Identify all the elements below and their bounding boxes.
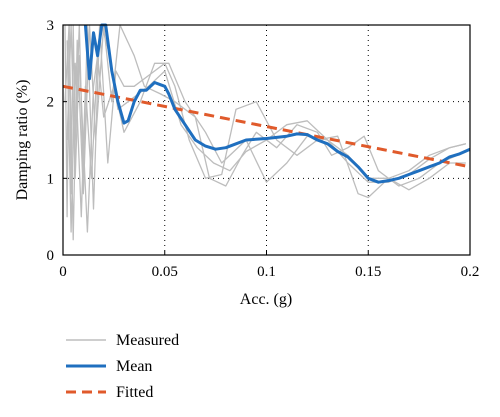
x-tick-labels: 0 0.05 0.1 0.15 0.2 (59, 264, 479, 280)
x-axis-title: Acc. (g) (240, 291, 292, 308)
y-tick-label-1: 1 (47, 171, 55, 187)
legend: Measured Mean Fitted (66, 332, 179, 401)
mean-line (83, 23, 471, 184)
legend-label-mean: Mean (116, 358, 152, 375)
legend-label-fitted: Fitted (116, 384, 153, 401)
x-tick-label-1: 0.05 (152, 264, 178, 280)
y-axis-title: Damping ratio (%) (14, 80, 31, 201)
x-tick-label-2: 0.1 (257, 264, 276, 280)
y-tick-label-0: 0 (47, 248, 55, 264)
fitted-line (62, 84, 471, 169)
x-tick-label-3: 0.15 (355, 264, 381, 280)
legend-label-measured: Measured (116, 332, 179, 349)
y-tick-label-2: 2 (47, 95, 55, 111)
mean-series (83, 23, 471, 184)
fitted-series (62, 84, 471, 169)
axis-ticks (62, 24, 471, 256)
y-tick-labels: 0 1 2 3 (47, 18, 55, 264)
x-tick-label-0: 0 (59, 264, 67, 280)
measured-line-1 (64, 24, 467, 218)
x-tick-label-4: 0.2 (461, 264, 480, 280)
y-tick-label-3: 3 (47, 18, 55, 34)
